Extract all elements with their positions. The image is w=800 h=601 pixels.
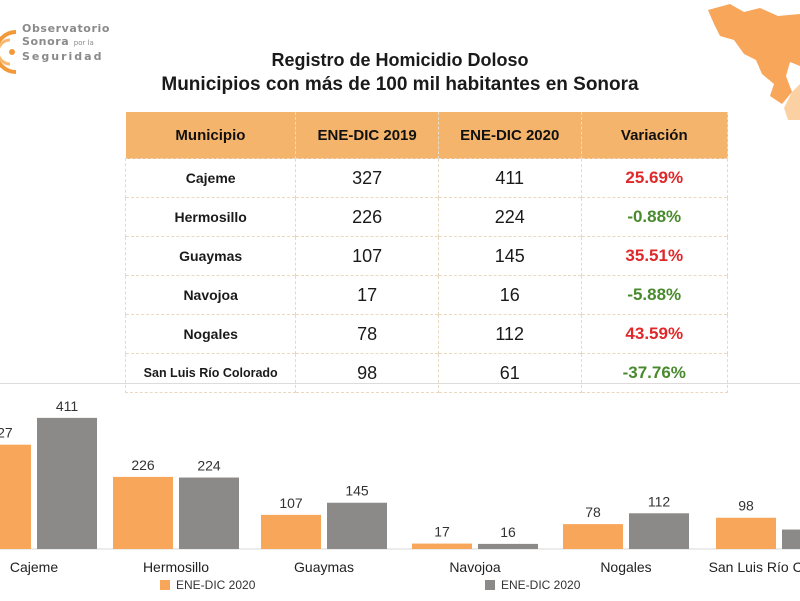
x-tick-label: Guaymas (294, 559, 354, 575)
cell-variacion: -0.88% (581, 197, 729, 237)
data-label: 16 (500, 524, 516, 540)
homicide-table: Municipio ENE-DIC 2019 ENE-DIC 2020 Vari… (124, 112, 729, 393)
bar-orange (261, 514, 321, 549)
cell-2019: 107 (295, 236, 439, 276)
data-label: 327 (0, 425, 13, 441)
data-label: 145 (345, 483, 369, 499)
table-row: Nogales 78 112 43.59% (124, 314, 729, 354)
table-row: Navojoa 17 16 -5.88% (124, 275, 729, 315)
logo-line-2: Sonora (22, 35, 70, 48)
bar-orange (412, 543, 472, 549)
cell-municipio: Cajeme (124, 158, 297, 198)
bar-gray (478, 543, 538, 549)
cell-variacion: 35.51% (581, 236, 729, 276)
cell-2019: 78 (295, 314, 439, 354)
logo-line-1: Observatorio (22, 22, 111, 35)
table-row: Hermosillo 226 224 -0.88% (124, 197, 729, 237)
legend-item-gray: ENE-DIC 2020 (485, 578, 580, 592)
bar-orange (716, 517, 776, 549)
bar-gray (629, 513, 689, 549)
bar-chart-area: 327 411 Cajeme 226 224 Hermosillo 107 145 Guayma… (0, 383, 800, 601)
data-label: 17 (434, 524, 450, 540)
header-2020: ENE-DIC 2020 (438, 112, 582, 159)
bar-gray (782, 529, 800, 549)
cell-2020: 112 (438, 314, 582, 354)
x-tick-label: Navojoa (449, 559, 501, 575)
cell-2019: 98 (295, 353, 439, 393)
cell-2019: 17 (295, 275, 439, 315)
cell-2020: 145 (438, 236, 582, 276)
cell-variacion: 43.59% (581, 314, 729, 354)
data-label: 226 (131, 457, 155, 473)
x-tick-label: Hermosillo (143, 559, 209, 575)
cell-municipio: Guaymas (124, 236, 297, 276)
bar-orange (113, 476, 173, 549)
logo-line-3: Seguridad (22, 50, 104, 63)
legend-label-gray: ENE-DIC 2020 (501, 578, 581, 592)
bar-orange (0, 444, 31, 549)
logo-emblem-icon (0, 30, 17, 74)
cell-2020: 16 (438, 275, 582, 315)
observatorio-logo: Observatorio Sonora por la Seguridad (0, 22, 120, 102)
table-header-row: Municipio ENE-DIC 2019 ENE-DIC 2020 Vari… (125, 112, 729, 159)
cell-municipio: Nogales (124, 314, 297, 354)
sonora-map-icon (708, 4, 800, 120)
x-tick-label: San Luis Río Colorado (709, 559, 800, 575)
cell-variacion: -37.76% (581, 353, 729, 393)
bar-orange (563, 524, 623, 549)
cell-2019: 327 (295, 158, 439, 198)
cell-2020: 411 (438, 158, 582, 198)
table-row: Cajeme 327 411 25.69% (124, 158, 729, 198)
bar-gray (327, 502, 387, 549)
cell-2020: 224 (438, 197, 582, 237)
legend-item-orange: ENE-DIC 2020 (160, 578, 255, 592)
legend-swatch-gray (485, 580, 495, 590)
cell-municipio: Navojoa (124, 275, 297, 315)
x-tick-label: Nogales (600, 559, 651, 575)
table-row: San Luis Río Colorado 98 61 -37.76% (124, 353, 729, 393)
cell-municipio: San Luis Río Colorado (124, 353, 297, 393)
logo-line-2-small: por la (73, 39, 94, 47)
cell-variacion: 25.69% (581, 158, 729, 198)
table-row: Guaymas 107 145 35.51% (124, 236, 729, 276)
data-label: 224 (197, 458, 221, 474)
legend-swatch-orange (160, 580, 170, 590)
data-label: 98 (738, 498, 754, 514)
legend-label-orange: ENE-DIC 2020 (176, 578, 256, 592)
data-label: 411 (56, 398, 79, 414)
cell-2020: 61 (438, 353, 582, 393)
bar-gray (37, 417, 97, 549)
data-label: 78 (585, 504, 601, 520)
cell-municipio: Hermosillo (124, 197, 297, 237)
bar-gray (179, 477, 239, 549)
header-variacion: Variación (581, 112, 729, 159)
data-label: 107 (279, 495, 303, 511)
x-tick-label: Cajeme (10, 559, 58, 575)
header-municipio: Municipio (125, 112, 297, 159)
bar-chart: 327 411 Cajeme 226 224 Hermosillo 107 145 Guayma… (0, 398, 800, 575)
cell-variacion: -5.88% (581, 275, 729, 315)
data-label: 112 (648, 493, 671, 509)
cell-2019: 226 (295, 197, 439, 237)
header-2019: ENE-DIC 2019 (295, 112, 439, 159)
chart-subtitle: Municipios con más de 100 mil habitantes… (161, 74, 639, 95)
chart-title: Registro de Homicidio Doloso (271, 50, 529, 70)
